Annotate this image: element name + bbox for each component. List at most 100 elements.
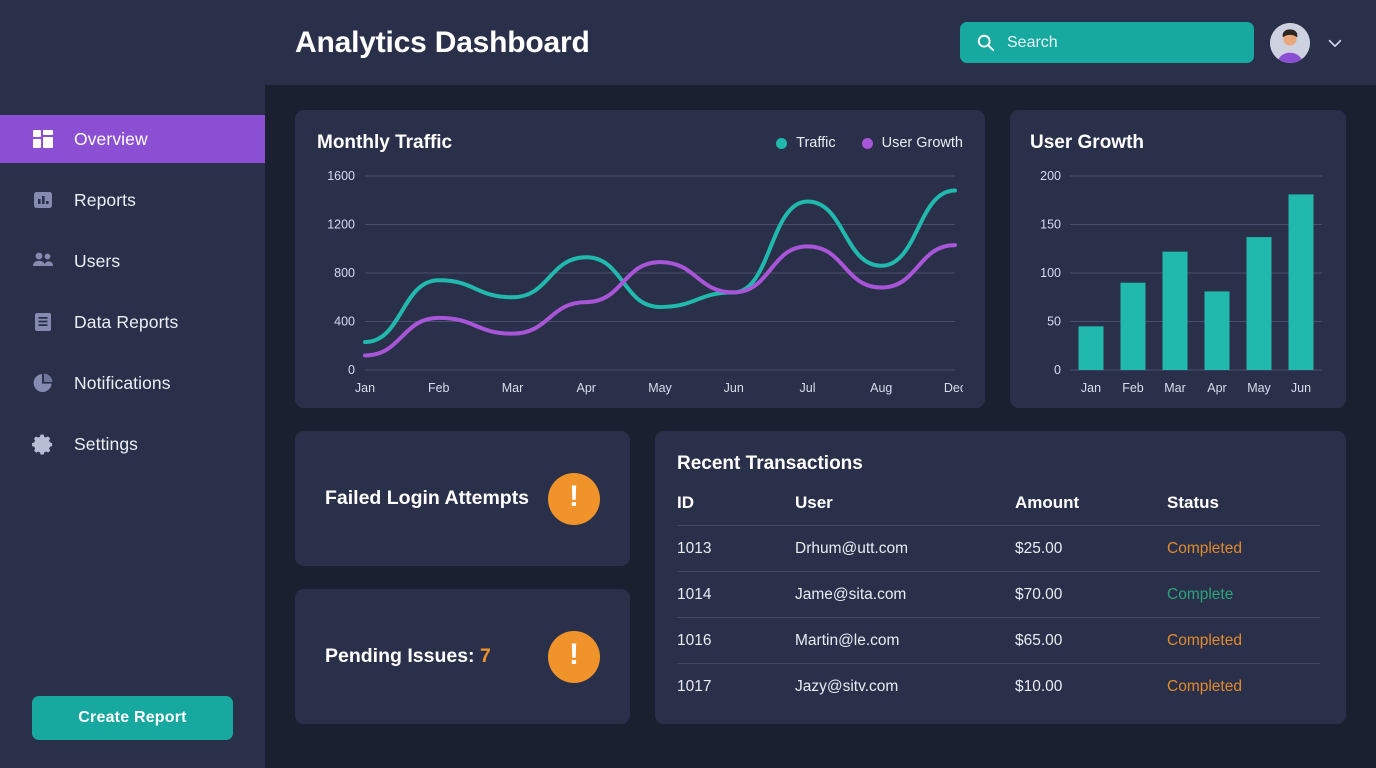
legend-item-traffic: Traffic xyxy=(776,135,836,151)
svg-text:Jan: Jan xyxy=(1081,381,1101,395)
sidebar: Overview Reports xyxy=(0,0,265,768)
cell-user: Jazy@sitv.com xyxy=(795,678,899,695)
avatar[interactable] xyxy=(1270,22,1310,63)
svg-text:Mar: Mar xyxy=(1164,381,1186,395)
bottom-row: Failed Login Attempts ! Pending Issues: … xyxy=(295,431,1346,724)
svg-text:Feb: Feb xyxy=(428,381,450,395)
sidebar-item-data-reports[interactable]: Data Reports xyxy=(0,298,265,346)
svg-text:800: 800 xyxy=(334,266,355,280)
cell-user: Drhum@utt.com xyxy=(795,525,1015,572)
cell-amount: $70.00 xyxy=(1015,571,1167,618)
sidebar-nav: Overview Reports xyxy=(0,115,265,481)
table-row[interactable]: 1017 Jazy@sitv.com $10.00 Completed xyxy=(677,664,1320,710)
pie-chart-icon xyxy=(30,370,56,396)
svg-text:Mar: Mar xyxy=(502,381,524,395)
alert-exclamation-icon: ! xyxy=(548,472,600,525)
recent-transactions-card: Recent Transactions ID User Amount Statu… xyxy=(655,431,1346,724)
people-icon xyxy=(30,248,56,274)
status-badge: Completed xyxy=(1167,617,1320,664)
cell-user: Jame@sita.com xyxy=(795,571,1015,618)
pending-issues-count: 7 xyxy=(479,645,491,667)
search-input[interactable] xyxy=(1007,33,1238,52)
column-header-id: ID xyxy=(677,493,795,526)
legend-dot-user-growth xyxy=(861,137,873,149)
pending-issues-text: Pending Issues: xyxy=(325,645,475,667)
page-title: Analytics Dashboard xyxy=(295,25,590,59)
table-row[interactable]: 1016 Martin@le.com $65.00 Completed xyxy=(677,617,1320,664)
svg-text:200: 200 xyxy=(1040,169,1061,183)
sidebar-spacer xyxy=(0,481,265,696)
svg-text:May: May xyxy=(648,381,672,395)
svg-text:150: 150 xyxy=(1040,218,1061,232)
monthly-traffic-title: Monthly Traffic xyxy=(317,132,453,153)
table-header-row: ID User Amount Status xyxy=(677,493,1320,526)
gear-icon xyxy=(30,431,56,457)
failed-login-attempts-card: Failed Login Attempts ! xyxy=(295,431,630,566)
monthly-traffic-header: Monthly Traffic Traffic User Growth xyxy=(317,132,963,154)
cell-id: 1014 xyxy=(677,571,795,618)
sidebar-item-label: Notifications xyxy=(74,372,171,393)
svg-text:Jun: Jun xyxy=(724,381,744,395)
header-actions xyxy=(960,22,1344,63)
legend-label-traffic: Traffic xyxy=(796,135,836,151)
sidebar-item-reports[interactable]: Reports xyxy=(0,176,265,224)
cell-amount: $25.00 xyxy=(1015,525,1167,572)
sidebar-item-label: Reports xyxy=(74,189,136,210)
charts-row: Monthly Traffic Traffic User Growth xyxy=(295,110,1346,408)
sidebar-item-label: Data Reports xyxy=(74,311,179,332)
transactions-table: ID User Amount Status 1013 Drhum@utt.com $… xyxy=(677,493,1320,709)
status-badge: Completed xyxy=(1167,525,1320,572)
sidebar-item-settings[interactable]: Settings xyxy=(0,420,265,468)
recent-transactions-title: Recent Transactions xyxy=(677,453,863,474)
cell-amount: $10.00 xyxy=(1015,678,1063,695)
user-growth-plot: 0 50 100 150 200 Jan Feb Mar Apr May Jun xyxy=(1030,168,1326,400)
legend-item-user-growth: User Growth xyxy=(861,135,963,151)
svg-text:Apr: Apr xyxy=(1207,381,1226,395)
sidebar-item-label: Users xyxy=(74,250,121,271)
sidebar-item-notifications[interactable]: Notifications xyxy=(0,359,265,407)
failed-login-attempts-label: Failed Login Attempts xyxy=(325,487,530,509)
transactions-table-body: 1013 Drhum@utt.com $25.00 Completed 1014 Jame… xyxy=(677,525,1320,710)
transactions-table-head: ID User Amount Status xyxy=(677,493,1320,526)
column-header-amount: Amount xyxy=(1015,493,1167,526)
svg-text:Dec: Dec xyxy=(944,381,963,395)
status-badge: Completed xyxy=(1167,678,1242,695)
cell-id: 1013 xyxy=(677,525,795,572)
svg-text:0: 0 xyxy=(1054,363,1061,377)
table-row[interactable]: 1013 Drhum@utt.com $25.00 Completed xyxy=(677,525,1320,572)
document-list-icon xyxy=(30,309,56,335)
legend-dot-traffic xyxy=(776,137,788,149)
cell-user: Martin@le.com xyxy=(795,617,1015,664)
user-growth-card: User Growth 0 50 100 150 200 Jan Feb Mar Apr May J… xyxy=(1010,110,1346,408)
svg-text:400: 400 xyxy=(334,315,355,329)
svg-text:1600: 1600 xyxy=(327,169,355,183)
stat-cards-column: Failed Login Attempts ! Pending Issues: … xyxy=(295,431,630,724)
column-header-status: Status xyxy=(1167,493,1320,526)
monthly-traffic-card: Monthly Traffic Traffic User Growth xyxy=(295,110,985,408)
legend-label-user-growth: User Growth xyxy=(881,135,963,151)
svg-text:Jun: Jun xyxy=(1291,381,1311,395)
sidebar-item-users[interactable]: Users xyxy=(0,237,265,285)
svg-text:1200: 1200 xyxy=(327,218,355,232)
chart-legend: Traffic User Growth xyxy=(776,135,963,151)
sidebar-logo-area xyxy=(0,0,265,115)
pending-issues-card: Pending Issues: 7 ! xyxy=(295,589,630,724)
dashboard-grid-icon xyxy=(30,126,56,152)
sidebar-item-overview[interactable]: Overview xyxy=(0,115,265,163)
pending-issues-label: Pending Issues: 7 xyxy=(325,645,491,668)
table-row[interactable]: 1014 Jame@sita.com $70.00 Complete xyxy=(677,571,1320,618)
main-area: Analytics Dashboard xyxy=(265,0,1376,768)
sidebar-item-label: Settings xyxy=(74,433,139,454)
svg-text:Apr: Apr xyxy=(577,381,596,395)
bar-chart-icon xyxy=(30,187,56,213)
svg-text:Aug: Aug xyxy=(870,381,892,395)
svg-text:May: May xyxy=(1247,381,1271,395)
create-report-button[interactable]: Create Report xyxy=(32,696,233,740)
cell-id: 1017 xyxy=(677,678,712,695)
search-box[interactable] xyxy=(960,22,1254,63)
cell-amount: $65.00 xyxy=(1015,617,1167,664)
monthly-traffic-plot: 0 400 800 1200 1600 Jan Feb Mar Apr May Jun Jul Aug D… xyxy=(317,168,963,400)
dashboard-content: Monthly Traffic Traffic User Growth xyxy=(265,85,1376,768)
chevron-down-icon[interactable] xyxy=(1326,34,1344,52)
